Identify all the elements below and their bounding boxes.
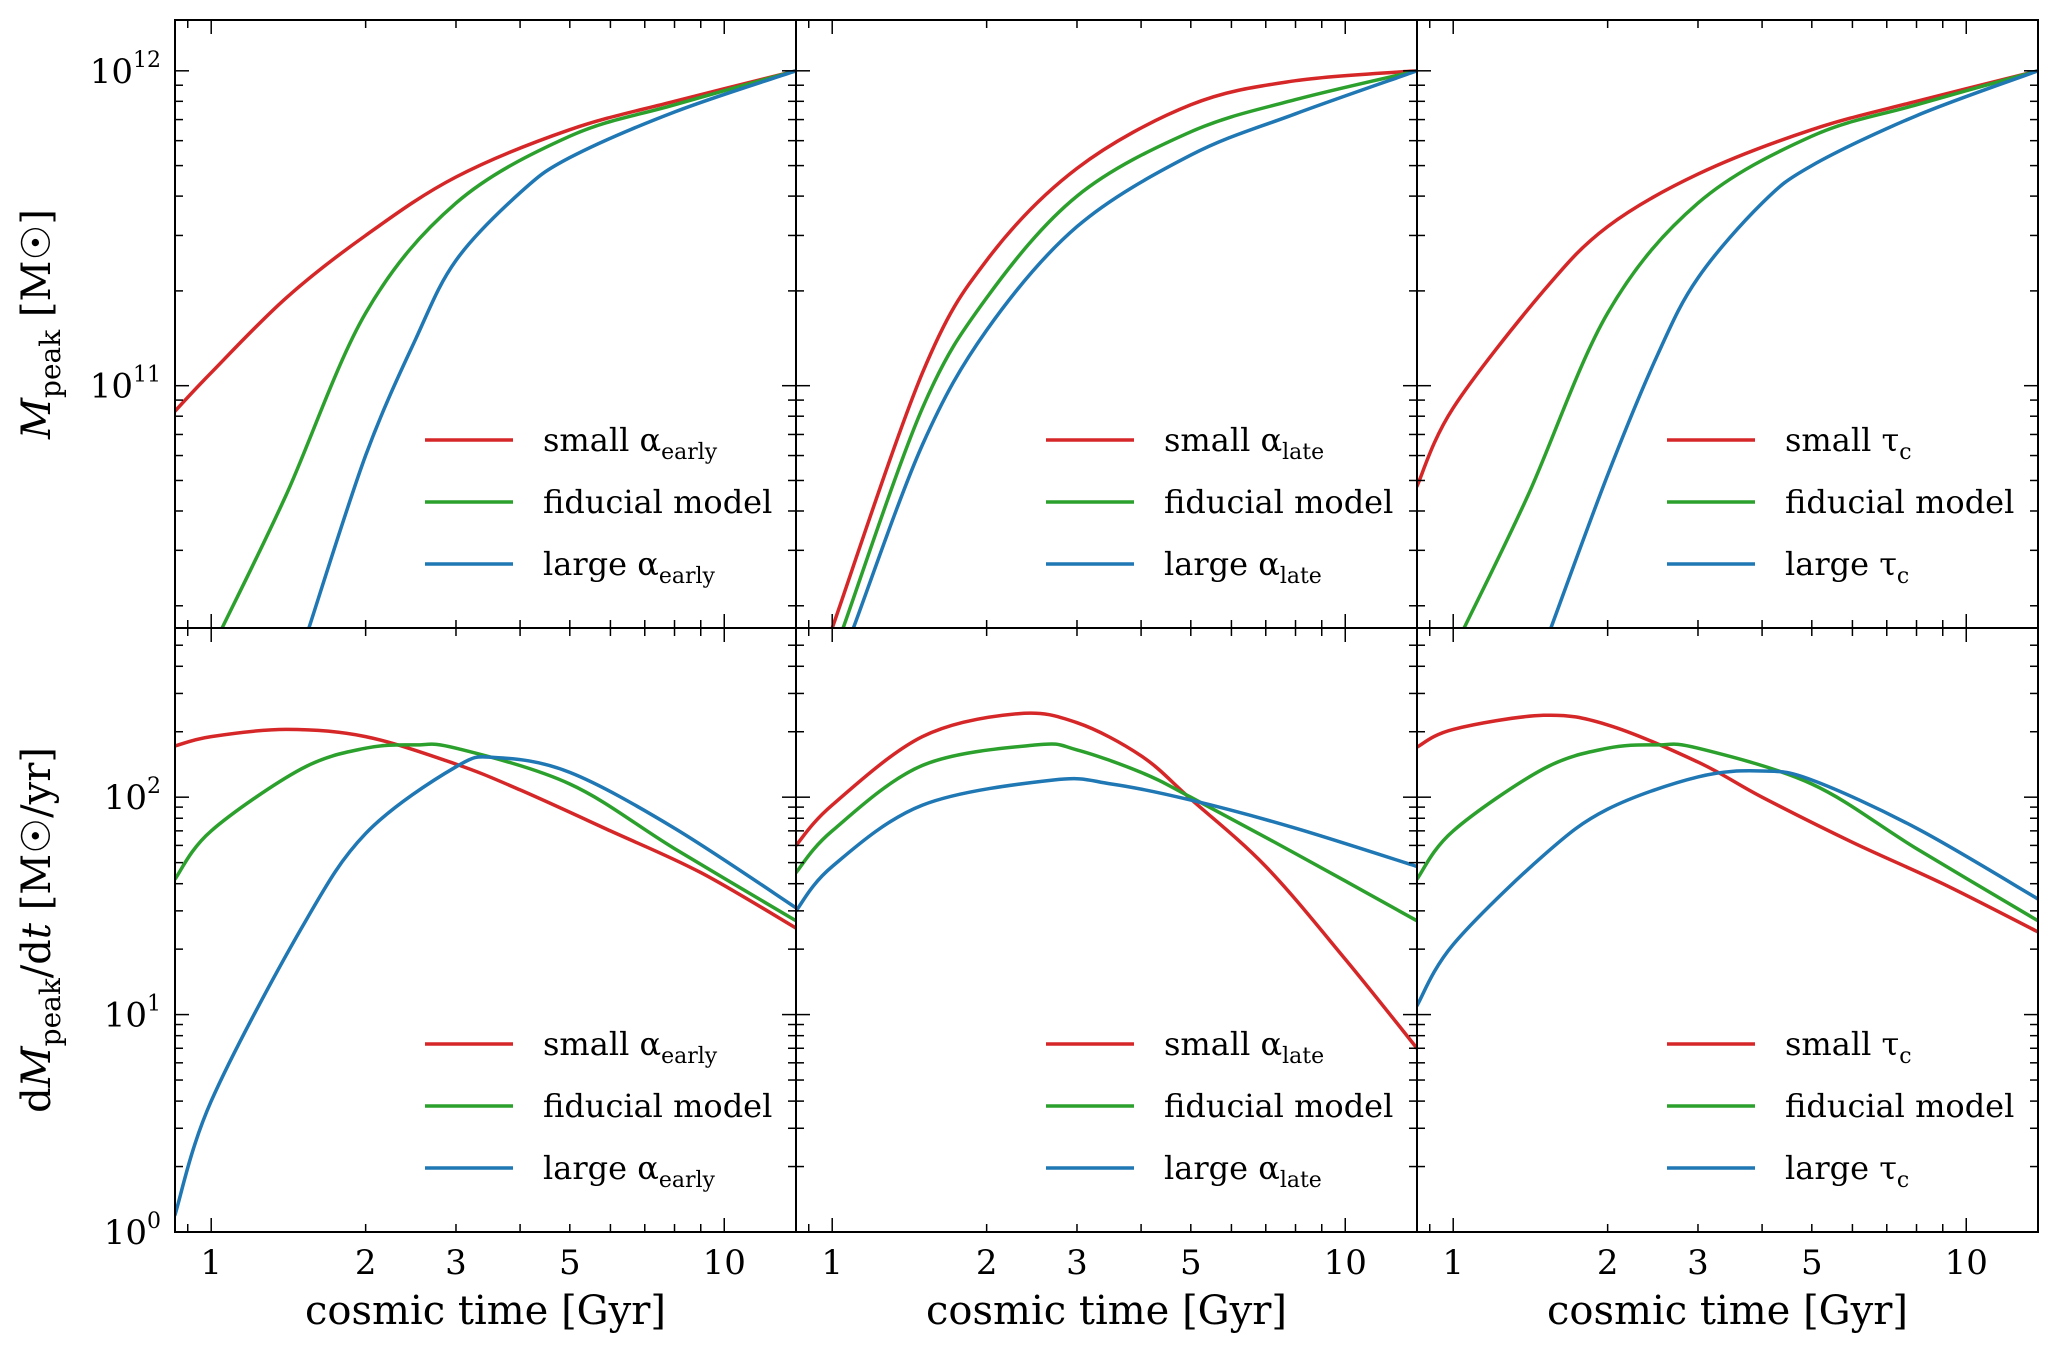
legend: small αearly fiducial model large αearly [425, 421, 772, 589]
x-tick-label: 5 [1801, 1243, 1823, 1283]
chart-panel-top-middle: small αlate fiducial model large αlate [795, 19, 1418, 629]
series-line-1 [1417, 742, 2038, 923]
legend-label: large αearly [543, 545, 716, 589]
series-line-0 [175, 69, 796, 413]
x-tick-label: 1 [1442, 1243, 1464, 1283]
series-line-1 [175, 742, 796, 923]
series-line-2 [796, 776, 1417, 913]
series-line-1 [841, 69, 1417, 628]
x-tick-label: 3 [1687, 1243, 1709, 1283]
y-tick-label: 100 [104, 1209, 161, 1253]
chart-panel-bottom-left: 1 2 3 5 10 100 101 102 cosmic time [Gyr] dMpeak/d… [14, 627, 797, 1334]
chart-panel-top-right: small τc fiducial model large τc [1416, 19, 2039, 629]
panel-frame [795, 19, 1418, 629]
x-tick-label: 3 [1066, 1243, 1088, 1283]
legend-label: fiducial model [543, 483, 772, 521]
legend-label: fiducial model [543, 1087, 772, 1125]
series-line-2 [851, 69, 1417, 628]
x-tick-label: 10 [1945, 1243, 1988, 1283]
chart-panel-top-left: 1011 1012 Mpeak [M☉] small αearly fiducial m… [14, 19, 797, 629]
series-lines [1417, 69, 2038, 628]
legend: small τc fiducial model large τc [1667, 421, 2014, 589]
legend-label: large τc [1785, 1149, 1909, 1193]
legend-label: large αlate [1164, 545, 1322, 589]
legend-label: small τc [1785, 1025, 1912, 1069]
x-tick-label: 2 [976, 1243, 998, 1283]
y-tick-label: 1011 [90, 363, 161, 407]
y-tick-label: 1012 [90, 48, 161, 92]
x-axis-label: cosmic time [Gyr] [305, 1288, 666, 1334]
legend-label: small αlate [1164, 421, 1324, 465]
legend-label: large αearly [543, 1149, 716, 1193]
x-axis-label: cosmic time [Gyr] [1547, 1288, 1908, 1334]
y-tick-label: 102 [104, 774, 161, 818]
legend: small αlate fiducial model large αlate [1046, 421, 1393, 589]
x-minor-ticks [807, 20, 1346, 628]
x-axis-label: cosmic time [Gyr] [926, 1288, 1287, 1334]
y-tick-label: 101 [104, 992, 161, 1036]
legend: small αlate fiducial model large αlate [1046, 1025, 1393, 1193]
x-tick-label: 2 [1597, 1243, 1619, 1283]
x-minor-ticks [1428, 628, 1967, 1232]
chart-panel-bottom-right: 1 2 3 5 10 cosmic time [Gyr] small τc fiducial … [1416, 627, 2039, 1334]
legend-label: small αearly [543, 1025, 718, 1069]
x-tick-label: 5 [559, 1243, 581, 1283]
series-lines [830, 69, 1417, 628]
y-ticks [175, 627, 796, 1233]
x-tick-label: 2 [355, 1243, 377, 1283]
panel-frame [795, 627, 1418, 1233]
series-line-0 [1417, 713, 2038, 934]
x-tick-label: 10 [703, 1243, 746, 1283]
legend-label: fiducial model [1164, 483, 1393, 521]
x-minor-ticks [807, 628, 1346, 1232]
panel-frame [174, 627, 797, 1233]
series-lines [175, 727, 796, 1217]
series-line-1 [796, 742, 1417, 923]
series-line-2 [1417, 769, 2038, 1008]
series-line-0 [796, 711, 1417, 1051]
legend-label: small αearly [543, 421, 718, 465]
series-lines [175, 69, 796, 628]
panel-frame [1416, 627, 2039, 1233]
legend-label: fiducial model [1785, 483, 2014, 521]
legend: small αearly fiducial model large αearly [425, 1025, 772, 1193]
series-line-2 [1549, 69, 2038, 628]
series-line-2 [307, 69, 796, 628]
legend: small τc fiducial model large τc [1667, 1025, 2014, 1193]
x-minor-ticks [186, 20, 725, 628]
series-line-1 [1462, 69, 2038, 628]
series-line-1 [220, 69, 796, 628]
y-ticks [796, 627, 1417, 1233]
series-line-2 [175, 755, 796, 1217]
x-minor-ticks [186, 628, 725, 1232]
y-axis-label: dMpeak/dt [M☉/yr] [14, 747, 67, 1113]
legend-label: large αlate [1164, 1149, 1322, 1193]
y-axis-label: Mpeak [M☉] [14, 209, 67, 440]
x-tick-label: 3 [445, 1243, 467, 1283]
series-line-0 [1417, 69, 2038, 488]
legend-label: small τc [1785, 421, 1912, 465]
x-tick-label: 1 [200, 1243, 222, 1283]
x-minor-ticks [1428, 20, 1967, 628]
x-tick-label: 10 [1324, 1243, 1367, 1283]
legend-label: small αlate [1164, 1025, 1324, 1069]
y-ticks [796, 70, 1417, 607]
x-tick-label: 5 [1180, 1243, 1202, 1283]
x-tick-label: 1 [821, 1243, 843, 1283]
series-lines [796, 711, 1417, 1051]
legend-label: large τc [1785, 545, 1909, 589]
y-ticks [1417, 70, 2038, 607]
series-line-0 [830, 69, 1417, 628]
legend-label: fiducial model [1164, 1087, 1393, 1125]
y-ticks [175, 70, 796, 607]
series-line-0 [175, 727, 796, 930]
series-lines [1417, 713, 2038, 1008]
legend-label: fiducial model [1785, 1087, 2014, 1125]
chart-panel-bottom-middle: 1 2 3 5 10 cosmic time [Gyr] small αlate fiduci… [795, 627, 1418, 1334]
